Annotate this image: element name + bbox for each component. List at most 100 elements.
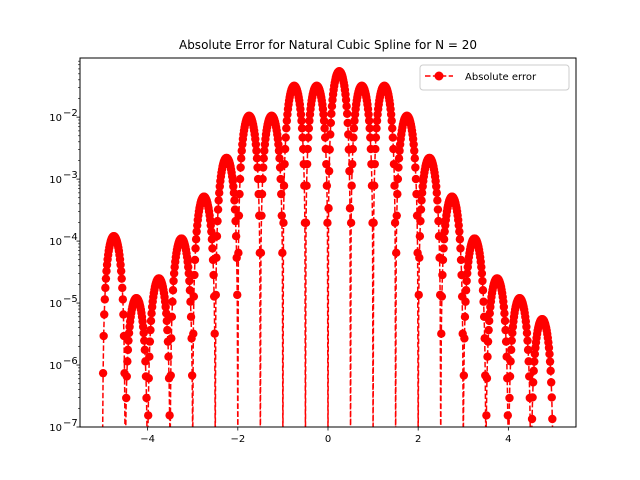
data-point — [548, 414, 557, 424]
data-point — [365, 124, 374, 133]
data-point — [237, 154, 246, 163]
legend: Absolute error — [419, 64, 570, 91]
plot-area: −4 −2 0 2 4 10−710−610−510−410−310−2 — [49, 57, 577, 445]
data-point — [189, 292, 199, 301]
data-point — [214, 196, 223, 205]
data-point — [439, 244, 448, 253]
data-point — [260, 146, 269, 155]
y-axis: 10−710−610−510−410−310−2 — [49, 60, 80, 434]
data-point — [234, 248, 243, 258]
data-point — [116, 266, 126, 276]
y-tick-label: 10 — [49, 361, 62, 372]
data-point — [440, 227, 449, 236]
data-point — [161, 302, 170, 312]
data-point — [503, 411, 512, 420]
data-point — [438, 255, 448, 265]
y-tick-label: 10 — [49, 237, 62, 248]
data-point — [281, 133, 290, 142]
data-point — [122, 393, 131, 403]
data-point — [191, 244, 200, 253]
data-point — [392, 248, 401, 258]
data-point — [187, 371, 197, 380]
data-point — [169, 276, 178, 286]
data-point — [485, 316, 494, 326]
data-point — [116, 260, 125, 269]
data-point — [370, 159, 379, 169]
data-point — [349, 124, 359, 133]
data-point — [545, 349, 554, 359]
data-point — [372, 116, 382, 125]
data-point — [434, 216, 443, 226]
data-point — [485, 309, 494, 318]
data-point — [184, 262, 193, 272]
y-tick-exponent: −4 — [63, 232, 78, 243]
data-point — [252, 154, 262, 163]
data-point — [275, 154, 284, 163]
y-tick-exponent: −6 — [63, 356, 78, 367]
data-point — [102, 266, 111, 276]
data-point — [124, 336, 133, 345]
data-point — [237, 146, 246, 155]
data-point — [252, 146, 261, 155]
data-point — [506, 357, 515, 366]
data-point — [191, 235, 201, 244]
data-point — [437, 292, 447, 301]
data-point — [455, 227, 464, 236]
data-point — [483, 337, 493, 346]
data-point — [350, 116, 359, 125]
x-tick-label: −2 — [230, 434, 245, 445]
data-point — [525, 372, 534, 381]
data-point — [477, 269, 487, 278]
data-point — [322, 181, 332, 190]
data-point — [348, 159, 357, 169]
y-tick-label: 10 — [49, 423, 62, 434]
data-point — [256, 248, 266, 258]
data-point — [416, 216, 425, 226]
data-point — [166, 371, 175, 380]
data-point — [508, 328, 517, 338]
data-point — [460, 334, 469, 343]
data-point — [279, 218, 288, 228]
data-point — [388, 133, 398, 142]
data-point — [140, 345, 150, 355]
data-point — [523, 345, 533, 355]
legend-marker-sample — [434, 71, 444, 81]
data-point — [463, 269, 472, 278]
data-point — [482, 411, 491, 420]
y-tick-label: 10 — [49, 175, 62, 186]
data-point — [302, 159, 312, 169]
y-tick-exponent: −5 — [63, 294, 78, 305]
data-point — [547, 378, 556, 387]
data-point — [523, 336, 532, 345]
data-point — [417, 188, 427, 198]
data-point — [190, 255, 200, 265]
data-point — [319, 116, 329, 125]
data-point — [277, 189, 286, 199]
data-point — [235, 189, 244, 199]
data-point — [410, 146, 419, 155]
data-point — [409, 140, 418, 149]
x-tick-label: 2 — [415, 434, 421, 445]
data-point — [522, 328, 532, 338]
x-tick-label: −4 — [140, 434, 155, 445]
data-point — [390, 181, 399, 190]
data-point — [231, 232, 241, 241]
data-point — [123, 345, 133, 355]
data-point — [372, 124, 381, 133]
data-point — [185, 276, 194, 286]
legend-box — [419, 64, 570, 91]
data-point — [322, 159, 331, 169]
data-point — [163, 325, 172, 335]
data-point — [387, 116, 396, 125]
y-tick-label: 10 — [49, 113, 62, 124]
data-point — [327, 102, 337, 111]
data-point — [168, 297, 177, 306]
x-axis: −4 −2 0 2 4 — [140, 427, 512, 445]
data-point — [432, 188, 441, 198]
data-point — [209, 270, 218, 280]
data-point — [277, 211, 286, 220]
data-point — [388, 124, 397, 133]
data-point — [165, 411, 174, 420]
data-point — [324, 166, 334, 176]
data-point — [438, 270, 447, 280]
